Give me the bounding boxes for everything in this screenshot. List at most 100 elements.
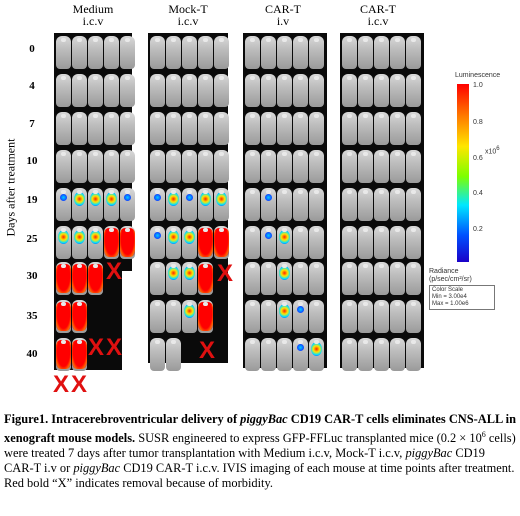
day-label: 10	[26, 155, 38, 167]
caption-body-4: CD19 CAR-T i.c.v. IVIS imaging of each m…	[4, 461, 515, 491]
column-title-line2: i.c.v	[177, 14, 199, 28]
bioluminescence-signal	[154, 232, 161, 239]
mouse-image	[182, 150, 197, 183]
bioluminescence-signal	[56, 340, 71, 369]
mouse-image	[342, 338, 357, 371]
bioluminescence-signal	[198, 302, 213, 331]
mouse-image	[166, 74, 181, 107]
mouse-image	[245, 338, 260, 371]
mouse-image	[150, 150, 165, 183]
mouse-image	[120, 226, 135, 259]
mouse-image	[198, 300, 213, 333]
column-title-line2: i.c.v	[367, 14, 389, 28]
legend-title: Luminescence	[455, 72, 501, 79]
day-label: 19	[26, 194, 38, 206]
mouse-image	[72, 112, 87, 145]
mouse-image	[56, 338, 71, 371]
removal-x-mark: X	[106, 334, 123, 361]
bioluminescence-signal	[56, 264, 71, 293]
caption-body-italic-2: piggyBac	[73, 461, 121, 476]
column-title-line2: i.v	[276, 14, 290, 28]
mouse-image	[56, 36, 71, 69]
mouse-image	[342, 226, 357, 259]
mouse-image	[72, 300, 87, 333]
mouse-image	[72, 150, 87, 183]
mouse-image	[374, 112, 389, 145]
mouse-image	[198, 150, 213, 183]
column-title-line1: Mock-T	[168, 2, 208, 16]
bioluminescence-signal	[184, 304, 195, 318]
mouse-image	[309, 150, 324, 183]
caption-body-3: CD19 CAR-T i.v or	[4, 446, 485, 476]
mouse-image	[261, 338, 276, 371]
bioluminescence-signal	[90, 230, 101, 244]
mouse-image	[150, 300, 165, 333]
mouse-image	[342, 150, 357, 183]
mouse-image	[214, 112, 229, 145]
bioluminescence-signal	[106, 192, 117, 206]
mouse-image	[166, 300, 181, 333]
mouse-image	[214, 188, 229, 221]
legend-multiplier-base: x10	[485, 148, 497, 156]
bioluminescence-signal	[74, 230, 85, 244]
mouse-image	[309, 36, 324, 69]
bioluminescence-signal	[72, 302, 87, 331]
mouse-image	[88, 112, 103, 145]
mouse-image	[166, 112, 181, 145]
color-scale-box: Color Scale Min = 3.00e4 Max = 1.00e6	[429, 285, 495, 310]
bioluminescence-signal	[124, 194, 131, 201]
mouse-image	[342, 112, 357, 145]
mouse-image	[406, 150, 421, 183]
mouse-image	[390, 150, 405, 183]
mouse-image	[150, 338, 165, 371]
column-title-line1: Medium	[72, 2, 114, 16]
mouse-image	[120, 36, 135, 69]
mouse-image	[342, 300, 357, 333]
mouse-image	[358, 262, 373, 295]
mouse-image	[72, 188, 87, 221]
mouse-image	[309, 226, 324, 259]
mouse-image	[261, 36, 276, 69]
column-title-car-t-iv: CAR-T i.v	[243, 3, 323, 27]
bioluminescence-signal	[104, 228, 119, 257]
legend-unit-line2: (p/sec/cm²/sr)	[429, 276, 472, 283]
mouse-image	[277, 150, 292, 183]
mouse-image	[358, 188, 373, 221]
column-title-mock-t: Mock-T i.c.v	[148, 3, 228, 27]
mouse-image	[342, 36, 357, 69]
removal-x-mark: X	[88, 334, 105, 361]
mouse-image	[214, 74, 229, 107]
mouse-image	[390, 262, 405, 295]
bioluminescence-signal	[168, 266, 179, 280]
mouse-image	[56, 112, 71, 145]
figure: Medium i.c.v Mock-T i.c.v CAR-T i.v CAR-…	[3, 2, 501, 397]
mouse-image	[198, 112, 213, 145]
mouse-image	[277, 36, 292, 69]
day-label: 7	[29, 118, 35, 130]
mouse-image	[309, 300, 324, 333]
removal-x-mark: X	[217, 260, 234, 287]
mouse-image	[374, 226, 389, 259]
mouse-image	[198, 262, 213, 295]
mouse-image	[406, 338, 421, 371]
mouse-image	[261, 74, 276, 107]
mouse-image	[277, 188, 292, 221]
caption-title-start: Figure1. Intracerebroventricular deliver…	[4, 412, 241, 426]
bioluminescence-signal	[200, 192, 211, 206]
mouse-image	[72, 338, 87, 371]
mouse-image	[166, 188, 181, 221]
mouse-image	[293, 262, 308, 295]
bioluminescence-signal	[214, 228, 229, 257]
mouse-image	[390, 36, 405, 69]
mouse-image	[245, 188, 260, 221]
mouse-image	[88, 150, 103, 183]
caption-title: Figure1. Intracerebroventricular deliver…	[4, 412, 516, 445]
mouse-image	[293, 338, 308, 371]
mouse-image	[198, 74, 213, 107]
bioluminescence-signal	[74, 192, 85, 206]
y-axis-label: Days after treatment	[3, 138, 18, 237]
caption-body-italic-1: piggyBac	[405, 446, 453, 461]
mouse-image	[166, 150, 181, 183]
mouse-image	[293, 150, 308, 183]
bioluminescence-signal	[279, 230, 290, 244]
